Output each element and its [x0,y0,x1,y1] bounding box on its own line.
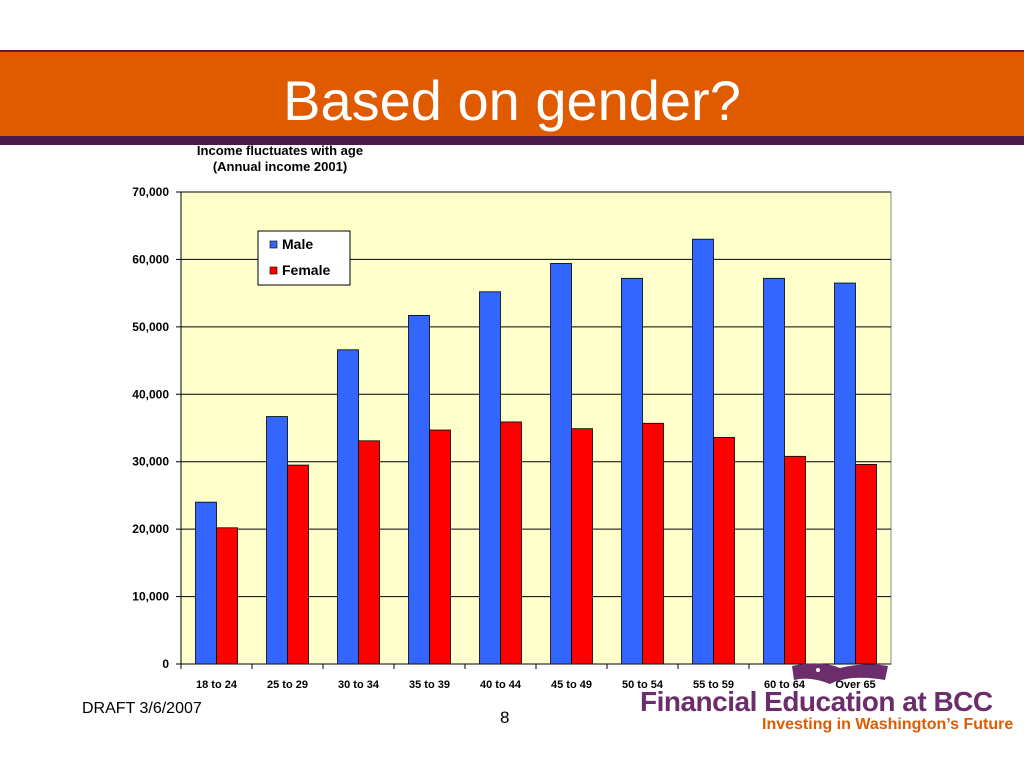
slide-title: Based on gender? [283,69,741,132]
chart-title: Income fluctuates with age [196,143,364,158]
bar-female [287,464,309,665]
x-tick-label: 45 to 49 [551,679,592,691]
bar-female [642,422,664,665]
bar-female [429,429,451,665]
chart-subtitle: (Annual income 2001) [212,159,348,174]
y-tick-label: 30,000 [132,455,169,469]
bar-male [266,416,288,665]
x-tick-label: 50 to 54 [622,679,664,691]
chart-title-block: Income fluctuates with age (Annual incom… [130,143,430,175]
page-number: 8 [500,708,510,727]
bcc-logo: Financial Education at BCC Investing in … [640,660,1014,740]
y-tick-label: 0 [162,657,169,671]
bar-female [500,421,522,665]
x-tick-label: 25 to 29 [267,679,308,691]
bar-female [713,437,735,665]
bar-male [408,314,430,665]
draft-date: DRAFT 3/6/2007 [82,700,202,717]
bar-male [479,291,501,665]
bar-female [216,527,238,665]
bar-female [571,428,593,665]
bar-male [195,501,217,665]
x-tick-label: 30 to 34 [338,679,380,691]
title-divider [0,136,1024,145]
bar-male [550,263,572,665]
legend-label-male: Male [282,236,313,252]
legend-box [257,230,351,286]
bar-male [692,238,714,665]
x-tick-label: 60 to 64 [764,679,806,691]
y-tick-label: 10,000 [132,590,169,604]
x-tick-label: Over 65 [835,679,875,691]
legend-swatch-male [269,240,278,249]
bar-male [337,349,359,665]
income-bar-chart: 0 10,000 20,000 30,000 40,000 50,000 60,000 70,… [132,185,892,691]
y-tick-label: 60,000 [132,252,169,266]
y-tick-label: 70,000 [132,185,169,199]
x-tick-label: 35 to 39 [409,679,450,691]
y-tick-label: 20,000 [132,522,169,536]
x-tick-label: 55 to 59 [693,679,734,691]
x-tick-label: 40 to 44 [480,679,522,691]
logo-main-text: Financial Education at BCC [640,686,993,717]
bar-female [358,440,380,665]
legend-swatch-female [269,266,278,275]
legend-label-female: Female [282,262,330,278]
bar-male [763,277,785,665]
bar-female [855,464,877,665]
x-tick-label: 18 to 24 [196,679,238,691]
bar-male [834,282,856,665]
logo-emblem [792,663,888,684]
title-band [0,50,1024,136]
bar-female [784,455,806,665]
bar-male [621,277,643,665]
y-tick-label: 50,000 [132,320,169,334]
logo-tagline: Investing in Washington’s Future [762,716,1014,733]
y-tick-label: 40,000 [132,387,169,401]
